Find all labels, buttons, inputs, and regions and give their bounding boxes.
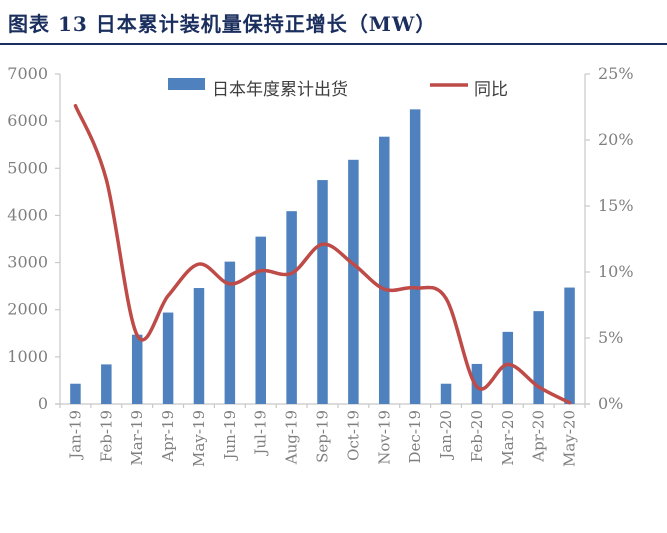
x-axis-category-label: Mar-20: [499, 410, 517, 466]
bar: [564, 287, 575, 404]
axes: 0 1000 2000 3000 4000 5000 6000 7000 0% 5% 10% 15% 2…: [7, 64, 633, 467]
bar: [101, 364, 112, 404]
right-axis-tick-label: 20%: [598, 130, 634, 149]
x-axis-category-label: May-20: [561, 410, 579, 467]
page-title: 图表 13 日本累计装机量保持正增长（MW）: [8, 12, 437, 36]
bar: [409, 109, 421, 404]
bar: [162, 312, 174, 404]
x-axis-category-label: Mar-19: [128, 410, 146, 466]
x-axis-category-label: Oct-19: [344, 410, 362, 461]
chart-header: 图表 13 日本累计装机量保持正增长（MW）: [8, 8, 663, 37]
left-axis-tick-label: 4000: [7, 205, 48, 224]
x-axis-category-label: Jul-19: [252, 410, 270, 457]
x-axis-category-label: Nov-19: [375, 410, 393, 465]
x-axis-category-label: Dec-19: [406, 410, 424, 463]
x-axis-category-label: Feb-19: [97, 410, 115, 462]
legend-bar-label: 日本年度累计出货: [212, 80, 348, 100]
bar: [440, 383, 452, 404]
bar: [533, 311, 544, 404]
bar: [224, 261, 236, 404]
x-axis-category-label: Aug-19: [283, 410, 301, 465]
left-axis-tick-label: 2000: [7, 300, 48, 319]
bar: [70, 383, 81, 404]
left-axis-tick-label: 5000: [7, 158, 48, 177]
left-axis-tick-label: 3000: [7, 253, 48, 272]
x-axis-category-label: Sep-19: [314, 410, 332, 463]
bar: [131, 334, 143, 404]
bar: [255, 236, 266, 404]
bar: [193, 288, 205, 404]
right-axis-tick-label: 25%: [598, 64, 634, 83]
yoy-line: [73, 103, 572, 405]
title-divider-line: [0, 43, 667, 45]
x-axis-category-label: Apr-19: [159, 410, 177, 463]
x-axis-category-label: May-19: [190, 410, 208, 467]
left-axis-tick-label: 0: [38, 394, 48, 413]
left-axis-tick-label: 1000: [7, 347, 48, 366]
left-axis-tick-label: 6000: [7, 111, 48, 130]
bar: [502, 331, 514, 404]
left-axis-tick-label: 7000: [7, 64, 48, 83]
x-axis-category-label: Jan-20: [437, 410, 455, 461]
x-axis-category-label: Jan-19: [66, 410, 84, 461]
legend: 日本年度累计出货 同比: [168, 78, 508, 100]
right-axis-tick-label: 5%: [598, 328, 623, 347]
legend-bar-swatch: [168, 78, 205, 90]
legend-line-label: 同比: [474, 80, 508, 100]
bar-series: [70, 109, 575, 404]
bar: [379, 136, 390, 404]
right-axis-tick-label: 10%: [598, 262, 634, 281]
x-axis-category-label: Jun-19: [221, 410, 239, 462]
bar: [348, 159, 359, 404]
bar: [317, 180, 328, 404]
right-axis-tick-label: 0%: [598, 394, 623, 413]
x-axis-category-label: Feb-20: [468, 410, 486, 462]
right-axis-tick-label: 15%: [598, 196, 634, 215]
bar: [286, 211, 297, 404]
x-axis-category-label: Apr-20: [530, 410, 548, 463]
